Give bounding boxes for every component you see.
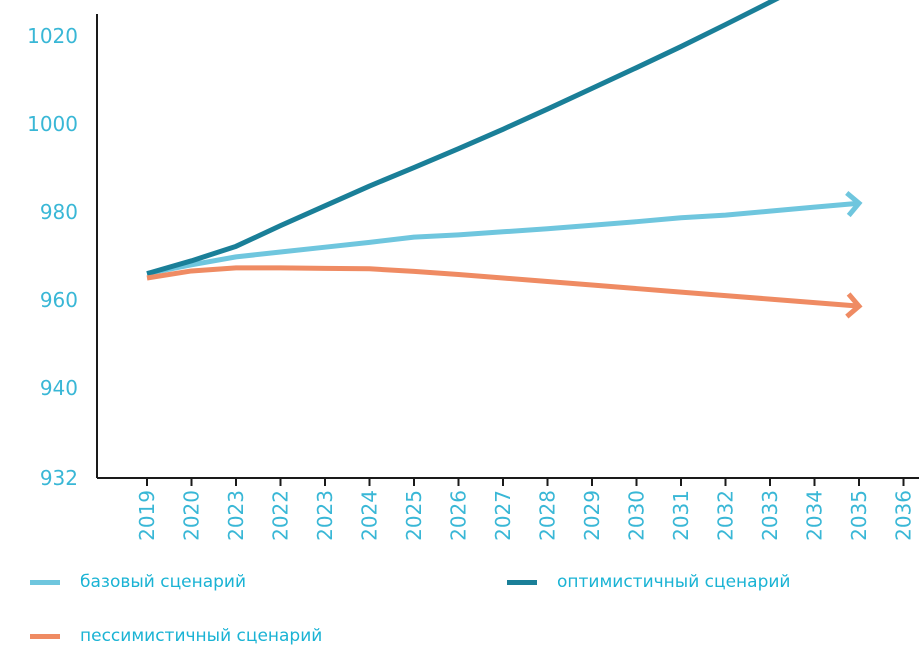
x-tick-label: 2029 [580, 490, 604, 541]
legend-item-basic: базовый сценарий [30, 572, 246, 592]
x-tick-labels: 2019 2020 2023 2022 2023 2024 2025 2026 2027 2028… [135, 478, 916, 541]
x-tick-label: 2027 [491, 490, 515, 541]
legend-item-optimistic: оптимистичный сценарий [507, 572, 790, 592]
legend-item-pessimistic: пессимистичный сценарий [30, 626, 322, 646]
x-tick-label: 2028 [536, 490, 560, 541]
x-tick-label: 2023 [224, 490, 248, 541]
x-tick-label: 2024 [358, 490, 382, 541]
x-tick-label: 2019 [135, 490, 159, 541]
legend-swatch-basic [30, 580, 60, 585]
legend-label-pessimistic: пессимистичный сценарий [80, 626, 322, 646]
x-tick-label: 2033 [758, 490, 782, 541]
legend-label-optimistic: оптимистичный сценарий [557, 572, 790, 592]
x-tick-label: 2020 [180, 490, 204, 541]
x-tick-label: 2026 [447, 490, 471, 541]
x-tick-label: 2032 [714, 490, 738, 541]
y-tick-label: 932 [40, 466, 78, 490]
x-tick-label: 2036 [892, 490, 916, 541]
series-line-pessimistic [147, 268, 859, 306]
y-tick-label: 980 [40, 200, 78, 224]
series-lines [147, 0, 859, 317]
y-tick-label: 1000 [27, 112, 78, 136]
x-tick-label: 2023 [313, 490, 337, 541]
y-tick-label: 960 [40, 288, 78, 312]
x-tick-label: 2034 [803, 490, 827, 541]
x-tick-label: 2031 [669, 490, 693, 541]
y-tick-labels: 932 940 960 980 1000 1020 [27, 24, 78, 490]
legend-label-basic: базовый сценарий [80, 572, 246, 592]
x-tick-label: 2022 [269, 490, 293, 541]
x-tick-label: 2035 [847, 490, 871, 541]
y-tick-label: 1020 [27, 24, 78, 48]
legend-swatch-optimistic [507, 580, 537, 585]
y-tick-label: 940 [40, 376, 78, 400]
axes [97, 14, 919, 478]
x-tick-label: 2030 [625, 490, 649, 541]
legend-swatch-pessimistic [30, 634, 60, 639]
x-tick-label: 2025 [402, 490, 426, 541]
